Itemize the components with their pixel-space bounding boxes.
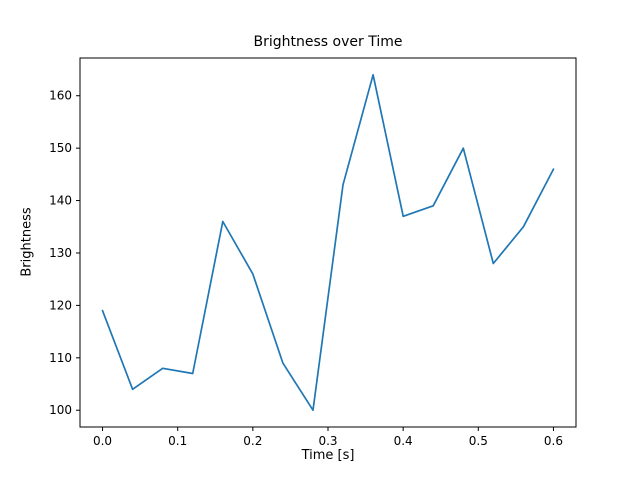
y-tick-label: 160 bbox=[49, 89, 72, 103]
y-tick-label: 140 bbox=[49, 194, 72, 208]
x-tick-label: 0.2 bbox=[243, 434, 262, 448]
x-tick-label: 0.3 bbox=[318, 434, 337, 448]
y-tick-label: 150 bbox=[49, 141, 72, 155]
x-tick-label: 0.4 bbox=[394, 434, 413, 448]
y-tick-label: 110 bbox=[49, 351, 72, 365]
x-tick-label: 0.6 bbox=[544, 434, 563, 448]
data-line bbox=[101, 73, 555, 412]
y-tick-label: 120 bbox=[49, 298, 72, 312]
x-tick-label: 0.1 bbox=[168, 434, 187, 448]
x-tick-label: 0.5 bbox=[469, 434, 488, 448]
chart-title: Brightness over Time bbox=[253, 34, 403, 50]
x-tick-label: 0.0 bbox=[93, 434, 112, 448]
y-tick-label: 100 bbox=[49, 403, 72, 417]
axes-frame bbox=[79, 57, 577, 428]
x-axis-label: Time [s] bbox=[301, 448, 355, 463]
y-axis-label: Brightness bbox=[19, 207, 35, 277]
y-tick-label: 130 bbox=[49, 246, 72, 260]
